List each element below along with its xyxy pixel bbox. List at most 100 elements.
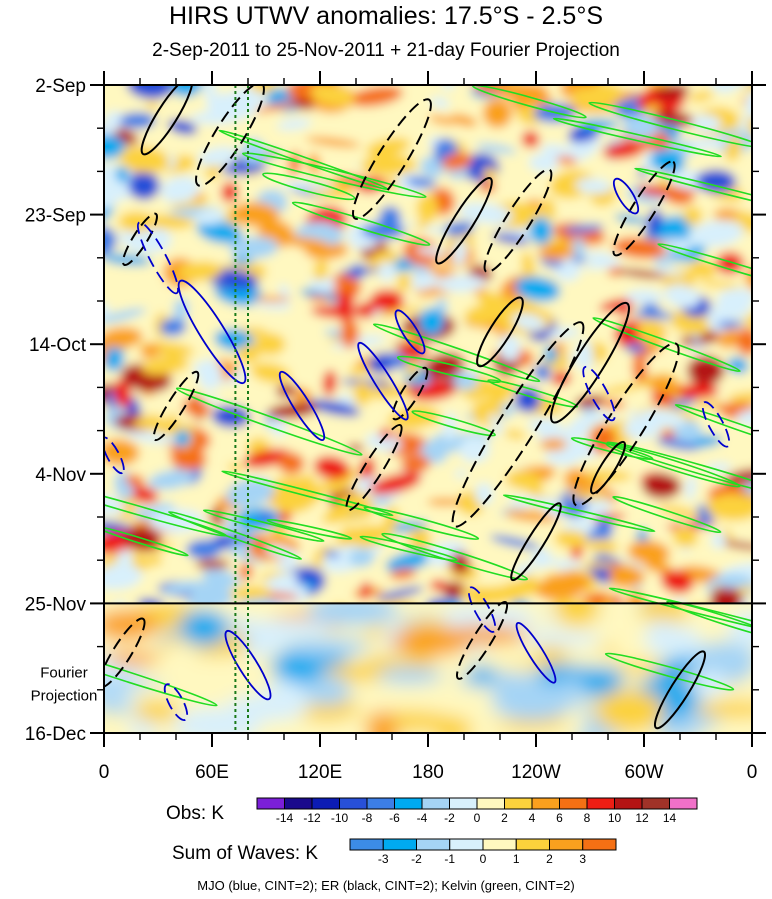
anomaly-blob: [533, 363, 552, 381]
er-contour: [391, 366, 429, 421]
obs-legend-tick-label: -12: [303, 811, 321, 825]
anomaly-blob: [657, 505, 702, 519]
anomaly-blob: [599, 298, 637, 312]
waves-legend-tick-label: 2: [546, 852, 553, 866]
er-contour: [152, 370, 200, 442]
anomaly-blob: [705, 462, 732, 473]
er-contour: [612, 160, 676, 257]
obs-legend-swatch: [641, 797, 670, 810]
anomaly-blob: [128, 485, 159, 504]
anomaly-blob: [500, 85, 548, 101]
mjo-contour: [582, 365, 616, 422]
anomaly-blob: [320, 515, 341, 524]
anomaly-blob: [744, 90, 752, 120]
obs-legend-swatch: [339, 797, 368, 810]
anomaly-blob: [540, 438, 568, 451]
anomaly-blob: [247, 85, 279, 94]
anomaly-blob: [469, 593, 487, 604]
projected-field-blobs: [104, 603, 752, 734]
kelvin-contour: [266, 518, 353, 540]
anomaly-blob: [264, 573, 299, 589]
projected-blob: [376, 667, 444, 685]
anomaly-blob: [160, 176, 201, 204]
anomaly-blob: [177, 261, 223, 282]
anomaly-blob: [127, 431, 181, 444]
anomaly-blob: [185, 539, 223, 559]
anomaly-blob: [227, 463, 243, 472]
waves-legend-tick-label: -2: [411, 852, 422, 866]
anomaly-blob: [498, 334, 521, 362]
anomaly-blob: [184, 597, 221, 604]
anomaly-blob: [283, 236, 333, 251]
anomaly-blob: [277, 452, 305, 475]
obs-legend-tick-label: -6: [389, 811, 400, 825]
anomaly-blob: [252, 301, 291, 310]
anomaly-blob: [644, 560, 670, 574]
anomaly-blob: [695, 169, 737, 194]
anomaly-blob: [339, 268, 379, 275]
anomaly-blob: [335, 291, 355, 322]
anomaly-blob: [377, 261, 397, 281]
er-contour: [483, 168, 553, 274]
anomaly-blob: [711, 531, 727, 549]
er-contour: [122, 212, 158, 267]
anomaly-blob: [578, 592, 610, 604]
anomaly-blob: [689, 90, 714, 102]
anomaly-blob: [353, 381, 371, 406]
anomaly-blob: [521, 251, 535, 281]
kelvin-contour: [674, 403, 752, 450]
anomaly-blob: [359, 581, 372, 601]
anomaly-blob: [347, 443, 364, 453]
kelvin-contour: [363, 506, 480, 540]
x-tick-label: 60W: [624, 762, 663, 783]
anomaly-blob: [198, 361, 223, 391]
projected-blob: [304, 675, 352, 706]
anomaly-blob: [115, 165, 129, 183]
anomaly-blob: [636, 185, 674, 197]
anomaly-blob: [212, 95, 226, 103]
kelvin-contour: [104, 481, 228, 537]
anomaly-blob: [211, 405, 251, 428]
anomaly-blob: [458, 202, 513, 224]
anomaly-blob: [489, 535, 540, 549]
anomaly-blob: [633, 310, 675, 320]
projected-blob: [615, 625, 647, 664]
anomaly-blob: [653, 255, 677, 266]
y-tick-label: 2-Sep: [35, 76, 86, 97]
anomaly-blob: [600, 382, 649, 395]
contour-group: [104, 85, 752, 730]
y-tick-label: 16-Dec: [25, 724, 86, 745]
mjo-contour: [137, 221, 179, 295]
anomaly-blob: [434, 274, 487, 293]
anomaly-blob: [406, 176, 437, 188]
anomaly-blob: [169, 446, 207, 471]
anomaly-blob: [348, 548, 375, 568]
anomaly-blob: [712, 573, 752, 589]
kelvin-contour: [381, 532, 529, 581]
anomaly-blob: [415, 222, 429, 229]
er-contour: [510, 502, 562, 582]
anomaly-blob: [693, 400, 722, 409]
waves-legend-swatch: [482, 838, 517, 851]
anomaly-blob: [473, 85, 513, 95]
anomaly-blob: [543, 346, 558, 364]
anomaly-blob: [159, 318, 187, 337]
anomaly-blob: [689, 220, 744, 247]
anomaly-blob: [365, 137, 411, 157]
mjo-contour: [357, 341, 409, 421]
kelvin-contour: [487, 379, 579, 408]
anomaly-blob: [221, 182, 239, 203]
anomaly-blob: [521, 130, 540, 148]
x-tick-label: 120E: [298, 762, 342, 783]
anomaly-blob: [399, 341, 428, 360]
waves-legend-swatch: [549, 838, 584, 851]
anomaly-blob: [475, 143, 517, 154]
anomaly-blob: [104, 164, 117, 178]
anomaly-blob: [195, 559, 231, 569]
anomaly-blob: [442, 85, 455, 90]
anomaly-blob: [654, 267, 687, 276]
y-tick-label: 23-Sep: [25, 206, 86, 227]
anomaly-blob: [685, 474, 697, 501]
obs-legend-swatch: [476, 797, 505, 810]
anomaly-blob: [686, 355, 725, 386]
